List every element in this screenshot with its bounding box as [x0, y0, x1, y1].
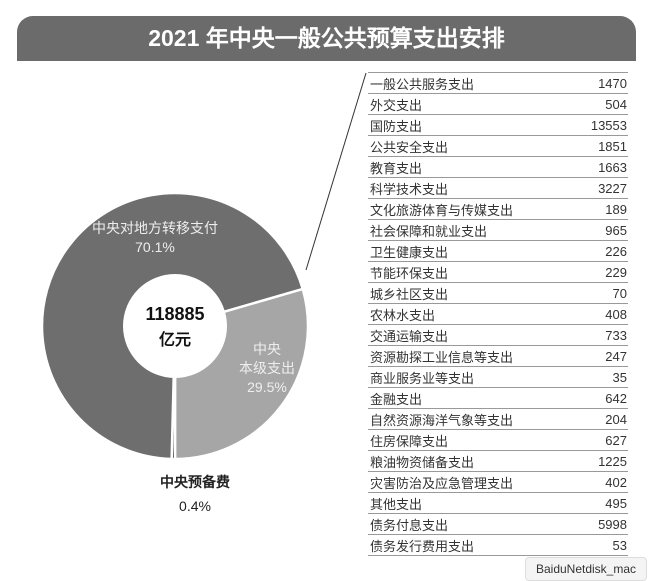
table-row: 交通运输支出 733 [368, 325, 628, 346]
row-item: 节能环保支出 [370, 265, 449, 281]
table-row: 债务发行费用支出 53 [368, 535, 628, 556]
row-value: 642 [605, 390, 627, 406]
row-value: 229 [605, 264, 627, 280]
table-row: 卫生健康支出 226 [368, 241, 628, 262]
row-value: 189 [605, 201, 627, 217]
row-item: 农林水支出 [370, 307, 436, 323]
slice-name: 中央预备费 [160, 474, 230, 490]
table-row: 社会保障和就业支出 965 [368, 220, 628, 241]
row-item: 科学技术支出 [370, 181, 449, 197]
table-row: 灾害防治及应急管理支出 402 [368, 472, 628, 493]
center-unit: 亿元 [159, 330, 191, 349]
row-item: 文化旅游体育与传媒支出 [370, 202, 514, 218]
row-value: 1470 [598, 75, 627, 91]
table-row: 粮油物资储备支出 1225 [368, 451, 628, 472]
row-value: 408 [605, 306, 627, 322]
table-row: 节能环保支出 229 [368, 262, 628, 283]
row-item: 卫生健康支出 [370, 244, 449, 260]
row-value: 1225 [598, 453, 627, 469]
row-item: 债务发行费用支出 [370, 538, 475, 554]
table-row: 国防支出 13553 [368, 115, 628, 136]
slice-percent: 70.1% [135, 239, 175, 255]
row-value: 1663 [598, 159, 627, 175]
row-item: 粮油物资储备支出 [370, 454, 475, 470]
slice-name-line1: 中央 [253, 341, 281, 357]
table-row: 文化旅游体育与传媒支出 189 [368, 199, 628, 220]
slice-name-line2: 本级支出 [239, 360, 295, 376]
center-total: 118885 [145, 304, 204, 324]
row-value: 53 [612, 537, 627, 553]
table-row: 教育支出 1663 [368, 157, 628, 178]
row-item: 外交支出 [370, 97, 423, 113]
slice-percent: 29.5% [247, 379, 287, 395]
row-value: 5998 [598, 516, 627, 532]
table-row: 其他支出 495 [368, 493, 628, 514]
table-row: 外交支出 504 [368, 94, 628, 115]
row-value: 247 [605, 348, 627, 364]
table-row: 住房保障支出 627 [368, 430, 628, 451]
row-value: 204 [605, 411, 627, 427]
row-item: 自然资源海洋气象等支出 [370, 412, 514, 428]
slice-label-central: 中央 本级支出 29.5% [222, 340, 312, 397]
row-item: 住房保障支出 [370, 433, 449, 449]
row-item: 交通运输支出 [370, 328, 449, 344]
row-value: 402 [605, 474, 627, 490]
table-row: 公共安全支出 1851 [368, 136, 628, 157]
row-value: 1851 [598, 138, 627, 154]
row-value: 504 [605, 96, 627, 112]
row-item: 城乡社区支出 [370, 286, 449, 302]
row-item: 灾害防治及应急管理支出 [370, 475, 514, 491]
table-row: 金融支出 642 [368, 388, 628, 409]
watermark-tooltip: BaiduNetdisk_mac [525, 557, 647, 581]
row-item: 国防支出 [370, 118, 423, 134]
chart-title: 2021 年中央一般公共预算支出安排 [17, 16, 636, 61]
table-row: 城乡社区支出 70 [368, 283, 628, 304]
row-item: 一般公共服务支出 [370, 76, 475, 92]
connector-line [305, 72, 367, 271]
row-item: 金融支出 [370, 391, 423, 407]
row-value: 733 [605, 327, 627, 343]
row-item: 商业服务业等支出 [370, 370, 475, 386]
table-row: 商业服务业等支出 35 [368, 367, 628, 388]
row-item: 教育支出 [370, 160, 423, 176]
table-row: 自然资源海洋气象等支出 204 [368, 409, 628, 430]
table-row: 农林水支出 408 [368, 304, 628, 325]
row-value: 3227 [598, 180, 627, 196]
slice-label-reserve: 中央预备费 0.4% [140, 470, 250, 518]
row-item: 社会保障和就业支出 [370, 223, 488, 239]
slice-label-transfer: 中央对地方转移支付 70.1% [70, 219, 240, 257]
table-row: 科学技术支出 3227 [368, 178, 628, 199]
row-value: 35 [612, 369, 627, 385]
row-value: 495 [605, 495, 627, 511]
row-item: 资源勘探工业信息等支出 [370, 349, 514, 365]
table-row: 一般公共服务支出 1470 [368, 73, 628, 94]
row-value: 13553 [590, 117, 627, 133]
donut-hole [123, 274, 227, 378]
row-value: 627 [605, 432, 627, 448]
table-row: 资源勘探工业信息等支出 247 [368, 346, 628, 367]
table-row: 债务付息支出 5998 [368, 514, 628, 535]
row-value: 965 [605, 222, 627, 238]
slice-name: 中央对地方转移支付 [92, 220, 218, 236]
row-value: 70 [612, 285, 627, 301]
row-item: 其他支出 [370, 496, 423, 512]
expenditure-table: 一般公共服务支出 1470 外交支出 504 国防支出 13553 公共安全支出 1851 教育… [368, 72, 628, 556]
row-item: 公共安全支出 [370, 139, 449, 155]
row-value: 226 [605, 243, 627, 259]
row-item: 债务付息支出 [370, 517, 449, 533]
slice-percent: 0.4% [179, 498, 211, 514]
